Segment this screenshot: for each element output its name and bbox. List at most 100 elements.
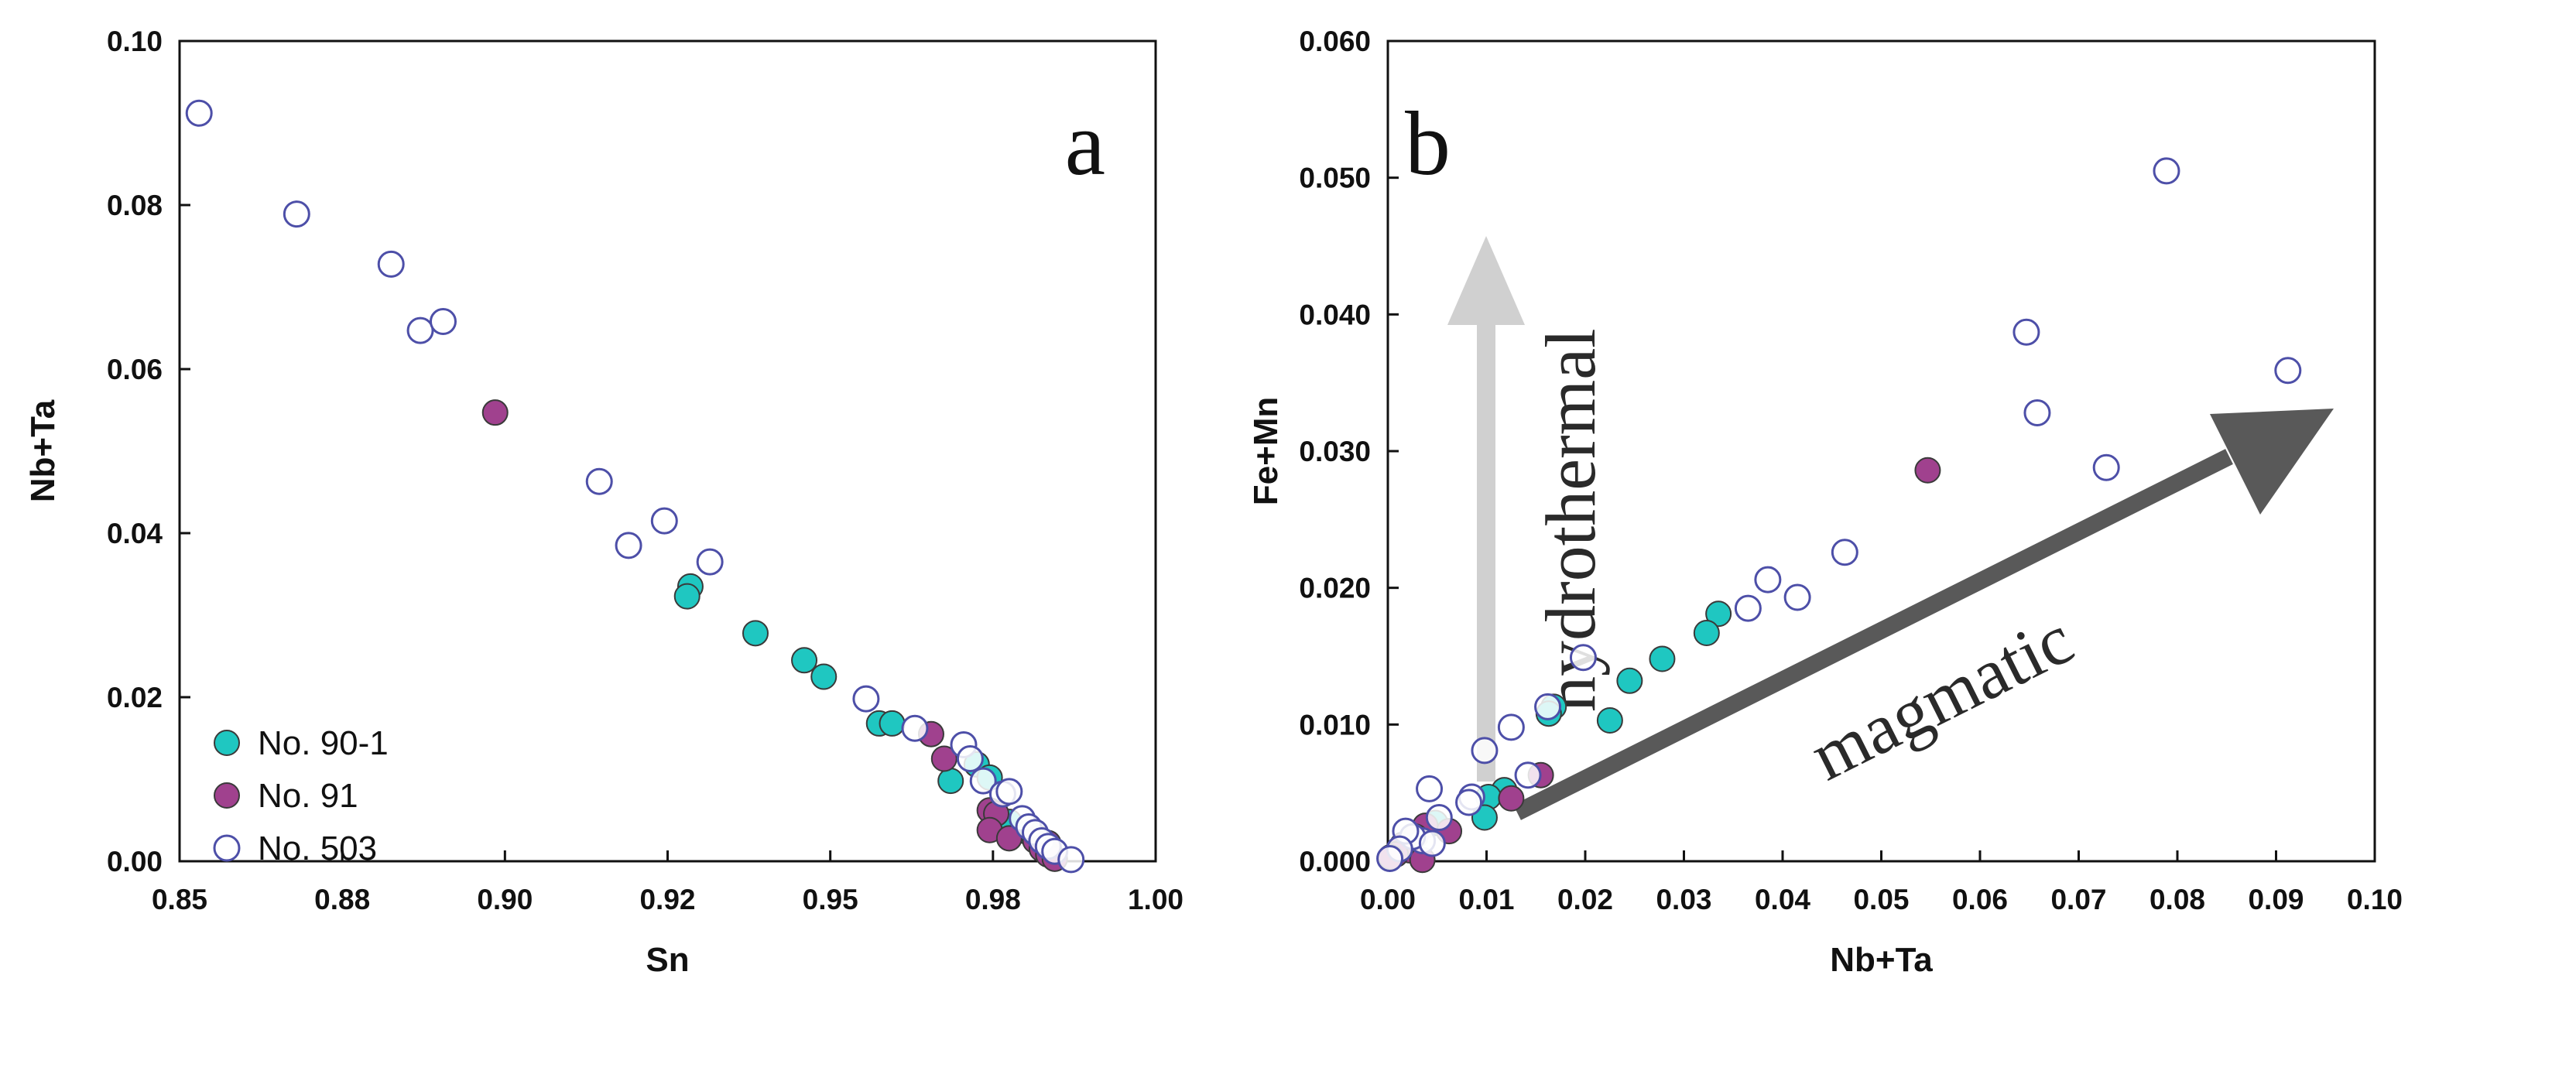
data-point-no-503 <box>1754 566 1782 594</box>
data-point-no-91 <box>481 399 509 426</box>
data-point-no-503 <box>1418 830 1446 857</box>
y-tick-label: 0.010 <box>1299 709 1371 741</box>
data-point-no-90-1 <box>1705 600 1732 628</box>
data-point-no-503 <box>650 507 678 535</box>
legend-marker <box>214 730 240 756</box>
x-tick-label: 0.90 <box>477 884 533 915</box>
x-tick-label: 0.00 <box>1360 884 1416 915</box>
data-point-no-91 <box>1914 457 1941 484</box>
data-point-no-503 <box>1376 844 1404 872</box>
data-point-no-503 <box>615 532 642 559</box>
x-tick-label: 0.01 <box>1458 884 1514 915</box>
data-point-no-90-1 <box>1649 645 1676 672</box>
data-point-no-503 <box>2274 357 2302 385</box>
x-tick-label: 1.00 <box>1128 884 1184 915</box>
magmatic-arrow-head <box>2210 409 2334 515</box>
legend-label: No. 503 <box>258 830 377 867</box>
data-point-no-503 <box>585 467 613 495</box>
data-point-no-91 <box>1498 785 1525 812</box>
data-point-no-90-1 <box>810 663 838 690</box>
y-tick-label: 0.000 <box>1299 846 1371 877</box>
x-axis-title: Nb+Ta <box>1830 941 1933 979</box>
magmatic-label: magmatic <box>1798 599 2084 795</box>
panel-letter: b <box>1405 93 1451 194</box>
x-tick-label: 0.08 <box>2150 884 2205 915</box>
data-point-no-90-1 <box>673 583 701 610</box>
y-tick-label: 0.08 <box>107 190 163 221</box>
data-point-no-503 <box>1425 803 1453 831</box>
data-point-no-503 <box>852 685 880 713</box>
data-point-no-503 <box>969 767 997 795</box>
data-point-no-503 <box>1783 583 1811 611</box>
legend-label: No. 91 <box>258 777 358 815</box>
data-point-no-503 <box>377 250 405 278</box>
data-point-no-90-1 <box>791 647 818 674</box>
data-point-no-503 <box>1416 775 1444 802</box>
data-point-no-503 <box>1057 846 1085 874</box>
panel-a-chart: 0.85 0.88 0.90 0.92 0.95 0.98 1.00 0.00 0.02 0.04… <box>24 26 1184 979</box>
data-point-no-503 <box>429 308 457 336</box>
y-tick-label: 0.10 <box>107 26 163 57</box>
hydrothermal-label: hydrothermal <box>1531 328 1610 712</box>
legend-marker <box>214 782 240 809</box>
x-tick-label: 0.98 <box>965 884 1021 915</box>
magmatic-arrow-shaft <box>1513 449 2233 820</box>
y-axis-title: Fe+Mn <box>1247 397 1285 506</box>
data-point-no-503 <box>1471 737 1499 765</box>
data-point-no-90-1 <box>1693 619 1720 646</box>
x-tick-label: 0.07 <box>2050 884 2106 915</box>
x-tick-label: 0.02 <box>1557 884 1613 915</box>
x-tick-label: 0.09 <box>2248 884 2304 915</box>
x-tick-label: 0.05 <box>1853 884 1909 915</box>
data-point-no-90-1 <box>742 620 769 647</box>
data-point-no-503 <box>1455 789 1483 816</box>
y-tick-label: 0.050 <box>1299 162 1371 194</box>
y-tick-label: 0.04 <box>107 518 163 549</box>
x-tick-label: 0.10 <box>2347 884 2403 915</box>
panel-letter: a <box>1065 93 1105 194</box>
data-point-no-503 <box>1569 644 1597 672</box>
y-tick-label: 0.00 <box>107 846 163 877</box>
panel-b-chart: 0.00 0.01 0.02 0.03 0.04 0.05 0.06 0.07 0.08 0.09… <box>1247 26 2403 979</box>
data-point-no-503 <box>2012 318 2040 346</box>
legend-label: No. 90-1 <box>258 724 389 762</box>
hydrothermal-arrow-head <box>1447 236 1525 325</box>
y-tick-label: 0.040 <box>1299 299 1371 330</box>
x-tick-label: 0.04 <box>1755 884 1810 915</box>
x-tick-label: 0.85 <box>152 884 207 915</box>
y-tick-label: 0.060 <box>1299 26 1371 57</box>
x-tick-label: 0.92 <box>639 884 695 915</box>
legend-marker <box>213 834 241 862</box>
data-point-no-503 <box>1734 594 1762 622</box>
y-tick-label: 0.02 <box>107 682 163 713</box>
data-point-no-503 <box>406 316 434 344</box>
y-axis-title: Nb+Ta <box>24 399 62 502</box>
data-point-no-503 <box>1514 761 1542 789</box>
y-tick-label: 0.06 <box>107 354 163 385</box>
x-axis-title: Sn <box>646 941 689 979</box>
data-point-no-503 <box>956 745 984 772</box>
data-point-no-503 <box>2153 157 2180 185</box>
data-point-no-503 <box>283 200 310 228</box>
data-point-no-503 <box>901 714 929 742</box>
data-point-no-503 <box>995 778 1023 806</box>
x-tick-label: 0.88 <box>314 884 370 915</box>
y-tick-label: 0.030 <box>1299 436 1371 467</box>
data-point-no-503 <box>1831 539 1858 566</box>
data-point-no-503 <box>696 548 724 576</box>
y-tick-label: 0.020 <box>1299 573 1371 604</box>
data-point-no-90-1 <box>1596 707 1623 734</box>
data-point-no-503 <box>1497 713 1525 741</box>
data-point-no-91 <box>930 745 957 772</box>
data-point-no-90-1 <box>937 768 964 795</box>
data-point-no-503 <box>1534 693 1562 720</box>
x-tick-label: 0.95 <box>803 884 858 915</box>
x-tick-label: 0.03 <box>1656 884 1711 915</box>
data-point-no-90-1 <box>1616 667 1643 694</box>
data-point-no-503 <box>2023 399 2051 427</box>
data-point-no-503 <box>2092 453 2120 481</box>
x-tick-label: 0.06 <box>1952 884 2008 915</box>
data-point-no-503 <box>185 99 213 127</box>
data-point-no-90-1 <box>879 710 906 737</box>
